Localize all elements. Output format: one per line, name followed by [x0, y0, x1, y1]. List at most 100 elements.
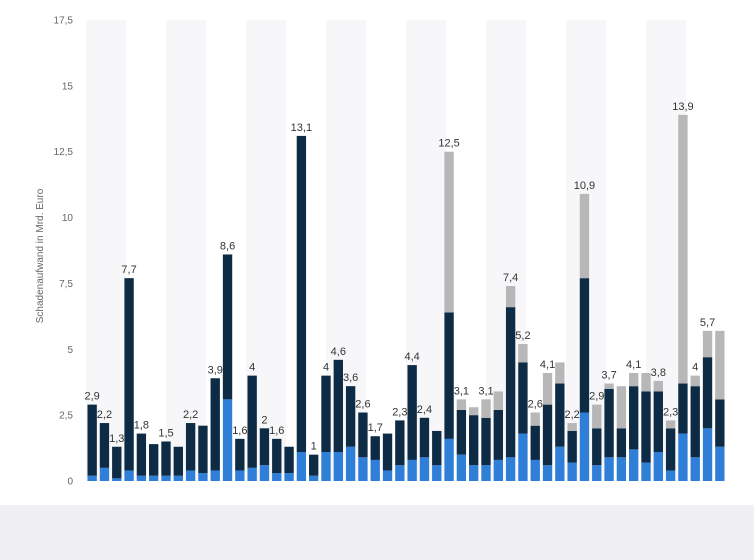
bar-segment-2	[321, 375, 331, 453]
data-label: 7,7	[121, 264, 136, 276]
bar-segment-2	[149, 444, 159, 476]
y-axis-title: Schadenaufwand in Mrd. Euro	[35, 188, 46, 323]
data-label: 2,9	[589, 391, 604, 403]
data-label: 1,6	[232, 425, 247, 437]
data-label: 4	[323, 362, 329, 374]
bar-segment-2	[469, 415, 479, 466]
bar-segment-2	[444, 312, 454, 439]
bar-segment-2	[616, 428, 627, 458]
bar-segment-3	[481, 399, 491, 418]
data-label: 2,2	[183, 409, 198, 421]
bar-segment-3	[629, 372, 639, 387]
grid-band	[166, 20, 206, 481]
data-label: 4,1	[540, 359, 555, 371]
bar-segment-3	[592, 404, 602, 429]
bar-segment-3	[555, 362, 565, 384]
y-tick-label: 5	[67, 345, 73, 356]
bar-segment-2	[222, 254, 233, 400]
bar-segment-1	[678, 433, 688, 481]
bar-segment-2	[185, 423, 196, 471]
bar-segment-1	[469, 465, 479, 481]
bar-segment-1	[518, 433, 528, 481]
bar-segment-3	[493, 391, 503, 410]
chart-panel: 0 2,5 5 7,5 10 12,5 15 17,5 2,9 2,2 1,3 7,7 1,8 1,5 2…	[0, 0, 754, 505]
bar-segment-1	[345, 446, 356, 481]
bar-segment-1	[616, 457, 627, 481]
data-label: 3,7	[601, 370, 616, 382]
bar-segment-2	[235, 438, 245, 471]
bar-segment-2	[567, 430, 577, 463]
data-label: 2,9	[85, 391, 100, 403]
data-label: 1,8	[134, 420, 149, 432]
data-label: 1,6	[269, 425, 284, 437]
bar-segment-2	[333, 359, 343, 453]
bar-segment-2	[690, 386, 700, 458]
bar-segment-2	[296, 135, 307, 453]
data-label: 3,1	[478, 385, 493, 397]
bar-segment-2	[604, 388, 614, 458]
bar-segment-2	[161, 441, 171, 476]
data-label: 4	[692, 362, 698, 374]
bar-segment-2	[284, 446, 294, 474]
bar-segment-1	[481, 465, 491, 481]
grid-band	[86, 20, 126, 481]
y-tick-label: 17,5	[54, 16, 74, 27]
bar-segment-1	[432, 465, 442, 481]
bar-segment-1	[567, 462, 577, 481]
data-label: 4,1	[626, 359, 641, 371]
data-label: 3,6	[343, 372, 358, 384]
data-label: 3,1	[454, 385, 469, 397]
bar-segment-2	[99, 423, 110, 468]
bar-segment-1	[395, 465, 405, 481]
data-label: 12,5	[438, 138, 459, 150]
bar-segment-2	[653, 391, 663, 453]
data-label: 2,3	[392, 406, 407, 418]
data-label: 5,7	[700, 317, 715, 329]
bar-segment-2	[382, 433, 393, 471]
bar-segment-2	[210, 378, 220, 471]
bar-segment-1	[235, 470, 245, 481]
bar-segment-2	[518, 362, 528, 434]
data-label: 1	[311, 441, 317, 453]
data-label: 2,4	[417, 404, 432, 416]
bar-segment-2	[198, 425, 208, 474]
data-label: 13,1	[291, 122, 312, 134]
bar-segment-2	[247, 375, 257, 468]
bar-segment-2	[629, 386, 639, 450]
bar-segment-1	[629, 449, 639, 481]
bar-segment-2	[419, 417, 430, 458]
bar-segment-1	[702, 428, 713, 481]
y-axis-ticks: 0 2,5 5 7,5 10 12,5 15 17,5	[54, 16, 74, 488]
bar-segment-3	[518, 344, 528, 363]
data-label: 3,8	[651, 367, 666, 379]
bar-segment-1	[210, 470, 220, 481]
y-tick-label: 7,5	[59, 279, 73, 290]
bar-segment-2	[173, 446, 183, 476]
bar-segment-1	[579, 412, 590, 481]
data-label: 2	[261, 414, 267, 426]
y-tick-label: 12,5	[54, 147, 74, 158]
bar-segment-1	[592, 465, 602, 481]
data-label: 8,6	[220, 240, 235, 252]
bar-segment-3	[653, 380, 663, 392]
data-label: 2,2	[97, 409, 112, 421]
bar-segment-1	[604, 457, 614, 481]
data-label: 2,2	[565, 409, 580, 421]
bar-segment-1	[358, 457, 368, 481]
bar-segment-3	[505, 286, 516, 308]
bar-segment-1	[222, 399, 233, 481]
bar-segment-3	[702, 330, 713, 358]
bar-segment-1	[456, 454, 467, 481]
grid-bands	[86, 20, 686, 481]
bar-segment-1	[247, 467, 257, 481]
bar-segment-3	[641, 372, 651, 392]
bar-segment-1	[259, 465, 270, 481]
bar-segment-1	[493, 459, 503, 481]
data-label: 4	[249, 362, 255, 374]
bar-segment-1	[161, 475, 171, 481]
bar-segment-2	[592, 428, 602, 466]
bar-segment-3	[579, 193, 590, 279]
data-label: 3,9	[208, 364, 223, 376]
bar-segment-2	[641, 391, 651, 463]
bars	[87, 114, 725, 481]
